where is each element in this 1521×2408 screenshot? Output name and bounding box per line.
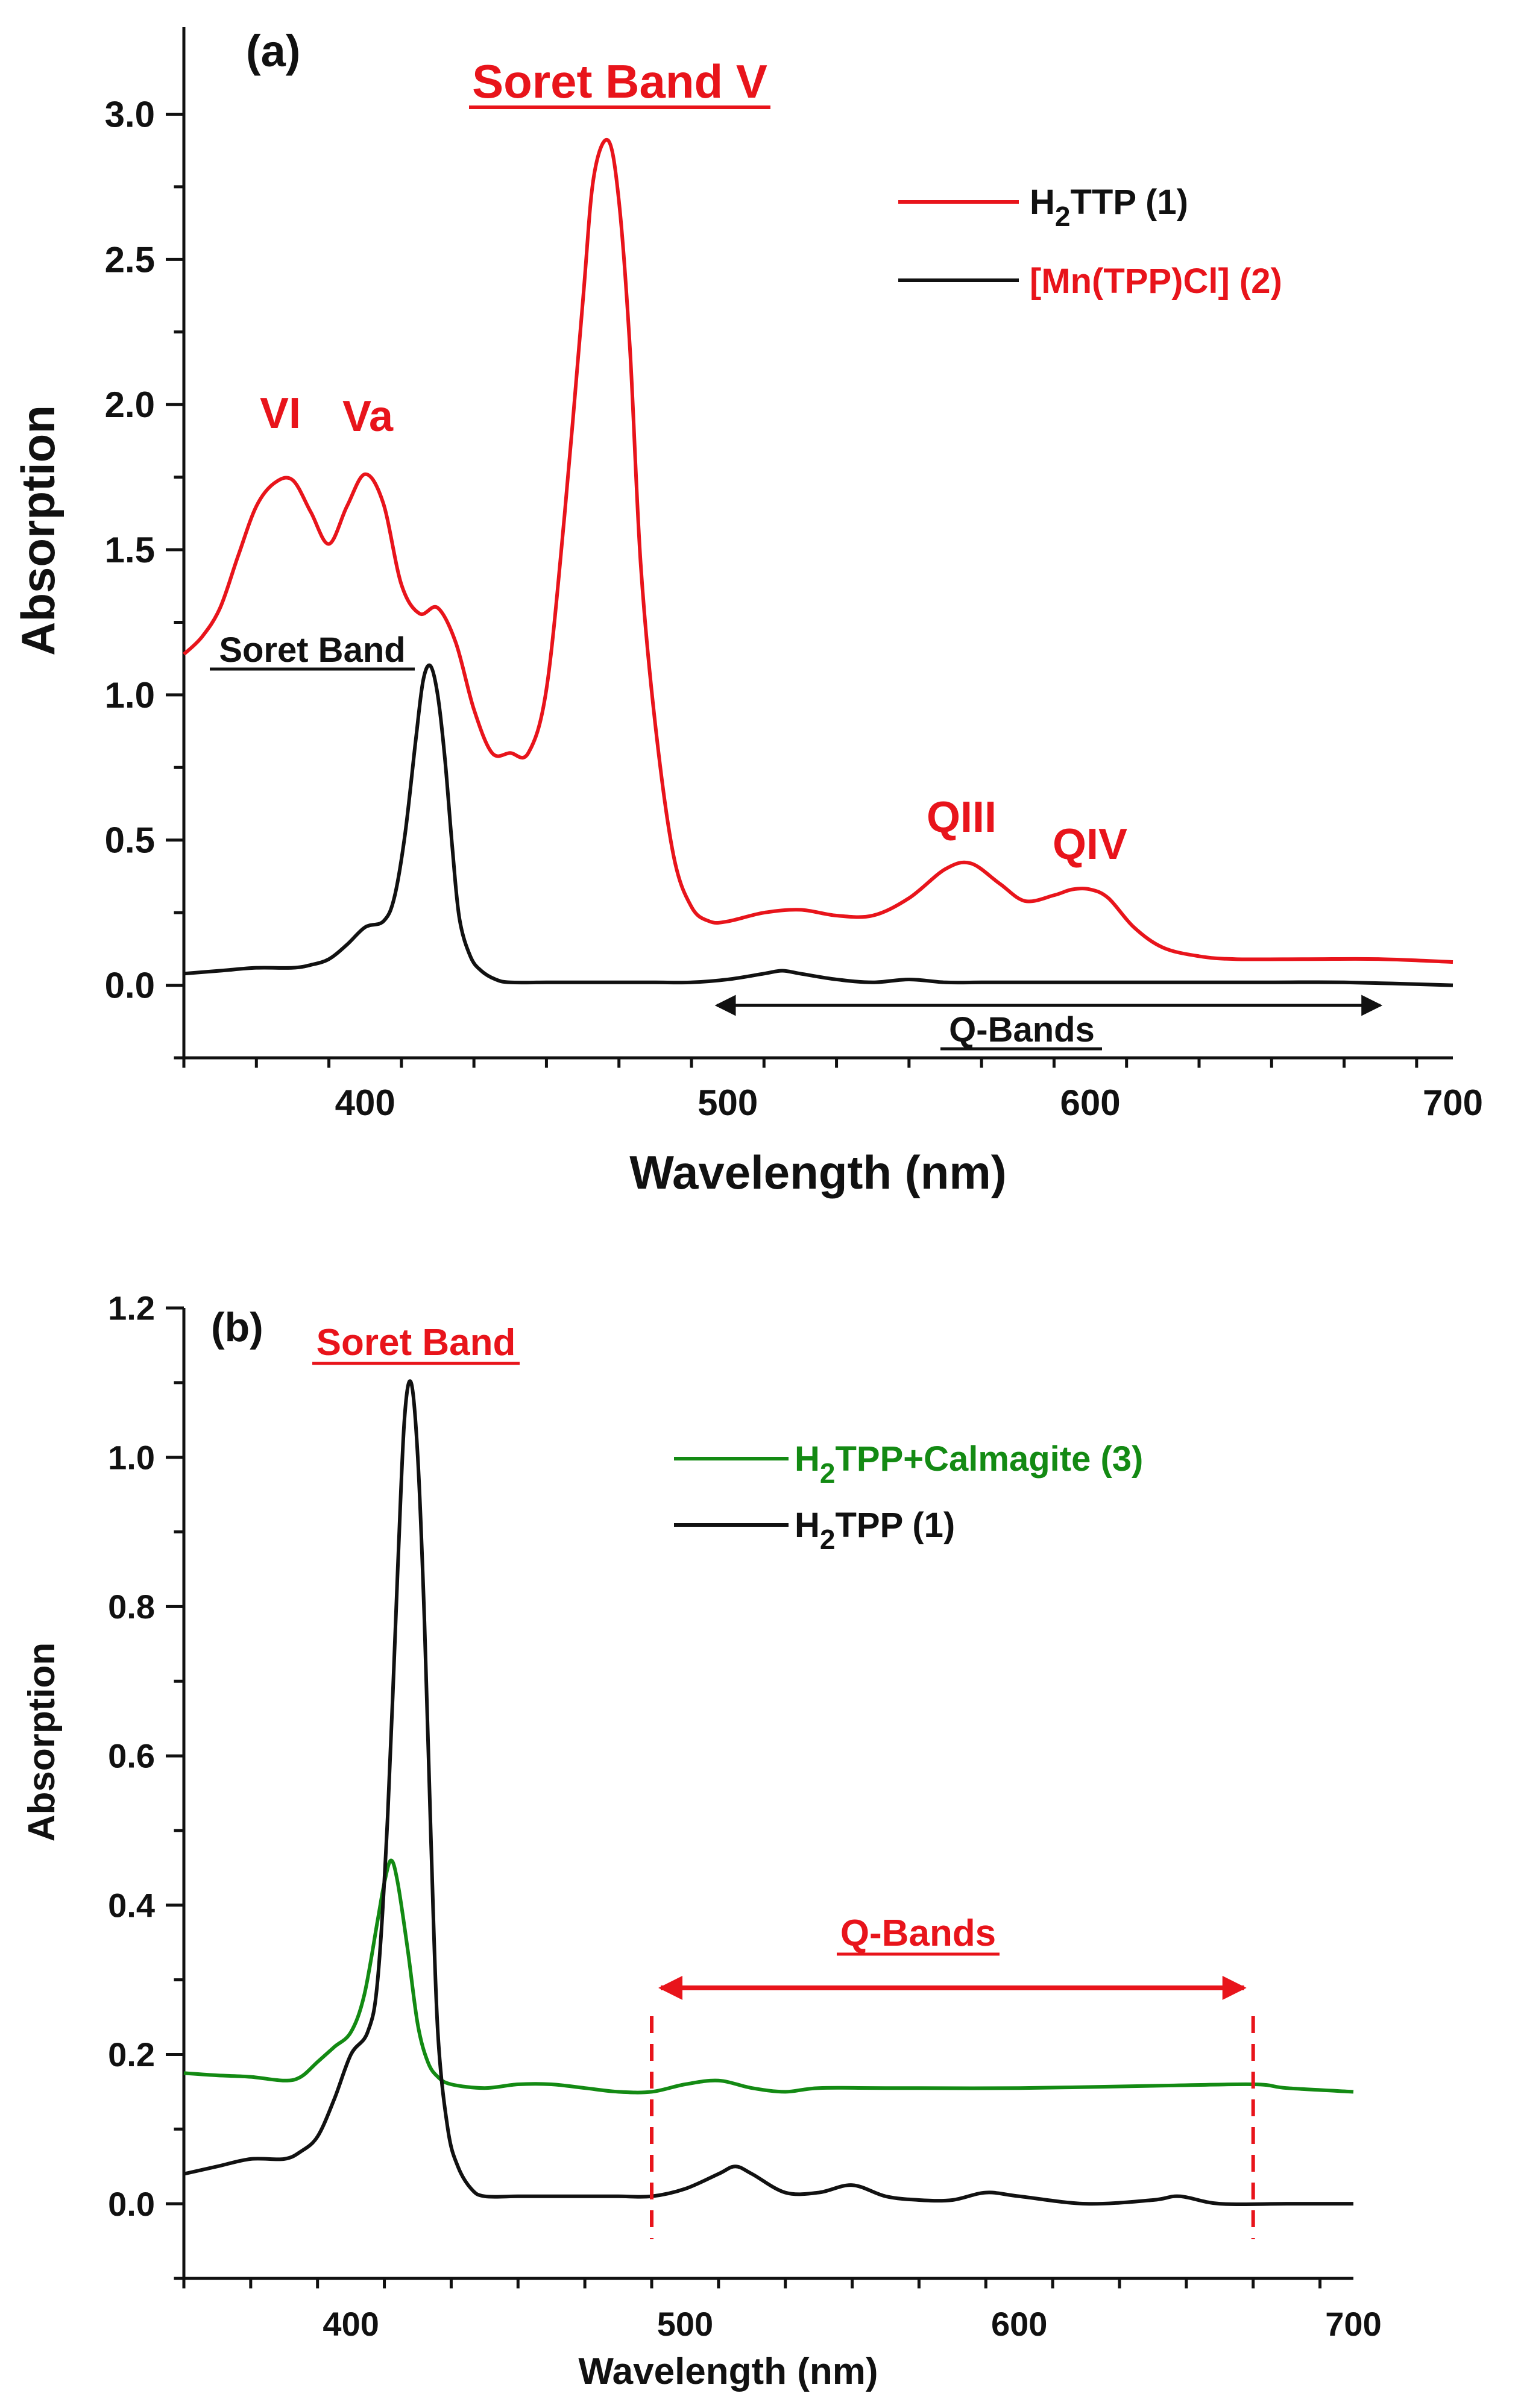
panel-b-y-axis-title: Absorption [21,1643,63,1842]
panel-a-y-axis-title: Absorption [11,405,65,656]
annotation-b-soret-band: Soret Band [316,1322,516,1363]
y-tick-label: 0.0 [105,966,155,1006]
panel-a-label: (a) [246,26,300,76]
annotation-qiii: QIII [927,793,997,841]
panel-b-legend: H2TPP+Calmagite (3) H2TPP (1) [674,1439,1143,1555]
annotation-qiv: QIV [1053,820,1127,869]
y-tick-label: 1.2 [108,1289,155,1327]
panel-b: 400 500 600 700 0.0 0.2 0.4 0.6 0.8 1.0 1.2 (b) Wa… [21,1289,1382,2392]
annotation-vi: VI [260,389,301,438]
annotation-soret-band: Soret Band [219,630,405,670]
y-tick-label: 1.0 [108,1438,155,1476]
x-tick-label: 600 [1060,1083,1121,1123]
legend-label-h2ttp: H2TTP (1) [1030,183,1188,232]
y-tick-label: 0.0 [108,2185,155,2223]
y-tick-label: 3.0 [105,95,155,135]
series-line-1-1 [183,1379,1353,2207]
y-tick-label: 0.2 [108,2035,155,2073]
y-tick-label: 1.5 [105,530,155,570]
panel-a-legend: H2TTP (1) [Mn(TPP)Cl] (2) [898,183,1282,301]
legend-label-h2tpp-calmagite: H2TPP+Calmagite (3) [795,1439,1143,1489]
x-tick-label: 700 [1423,1083,1483,1123]
x-tick-label: 500 [657,2305,713,2343]
legend-label-h2tpp: H2TPP (1) [795,1506,955,1555]
x-tick-label: 700 [1325,2305,1381,2343]
panel-a-x-axis-title: Wavelength (nm) [629,1146,1006,1199]
y-tick-label: 0.8 [108,1588,155,1626]
panel-a: 400 500 600 700 0.0 0.5 1.0 1.5 2.0 2.5 3.0 (a) Wa… [11,26,1483,1199]
x-tick-label: 400 [335,1083,395,1123]
y-tick-label: 2.0 [105,385,155,425]
annotation-q-bands: Q-Bands [949,1010,1095,1049]
x-tick-label: 500 [698,1083,758,1123]
x-tick-label: 600 [991,2305,1047,2343]
series-line-1-0 [183,1858,1354,2095]
series-line-0-0 [182,137,1453,964]
x-tick-label: 400 [323,2305,379,2343]
series-line-0-1 [183,663,1453,987]
panel-b-label: (b) [211,1304,263,1350]
panel-b-x-axis-title: Wavelength (nm) [578,2351,878,2392]
annotation-va: Va [342,392,394,441]
legend-label-mn-tpp-cl: [Mn(TPP)Cl] (2) [1030,262,1282,301]
y-tick-label: 0.5 [105,820,155,861]
y-tick-label: 2.5 [105,239,155,280]
annotation-soret-band-v: Soret Band V [472,55,767,108]
y-tick-label: 0.6 [108,1737,155,1775]
y-tick-label: 0.4 [108,1886,155,1924]
annotation-b-q-bands: Q-Bands [840,1913,996,1954]
y-tick-label: 1.0 [105,675,155,715]
